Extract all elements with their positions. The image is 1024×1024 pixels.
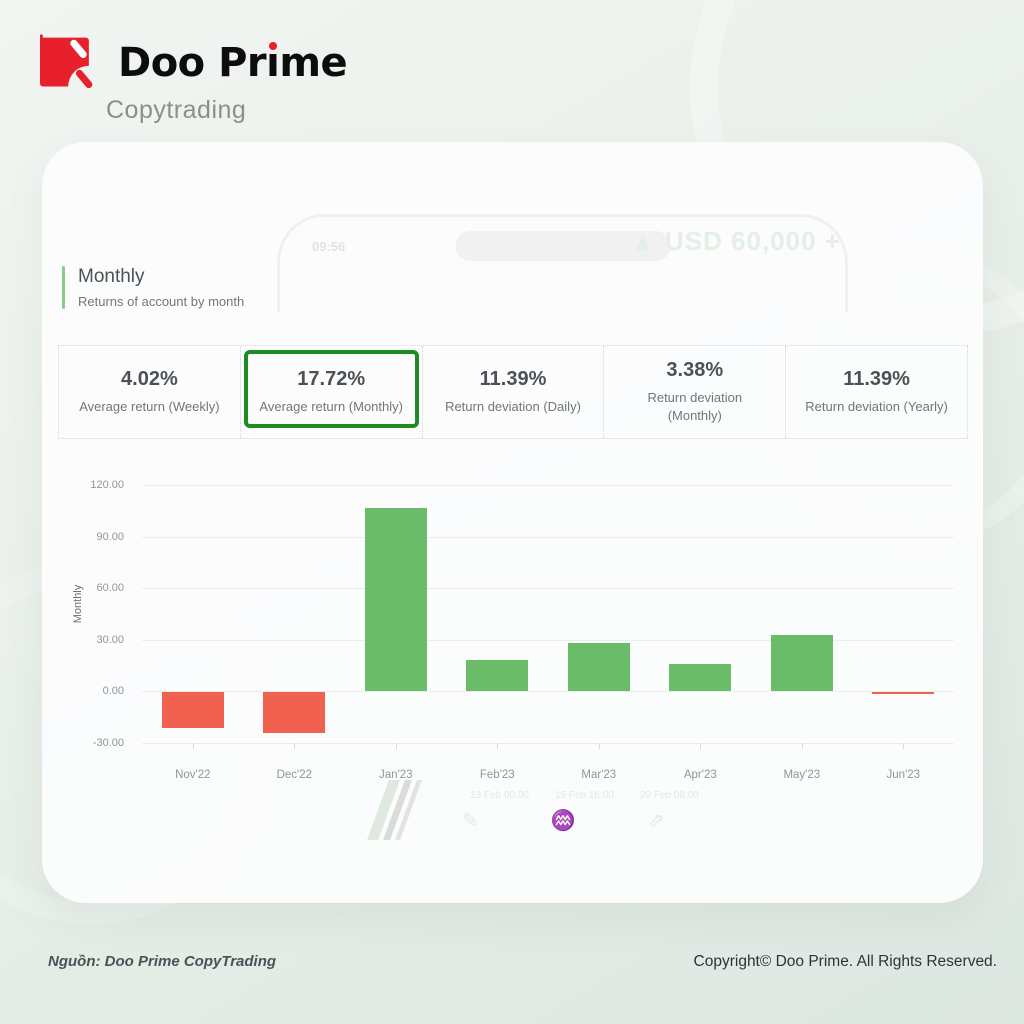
- x-axis-tick: [497, 742, 499, 749]
- monthly-returns-bar-chart: Monthly 120.00 90.00 60.00 30.00 0.00 -30.00 …: [62, 468, 967, 798]
- stat-label: Average return (Weekly): [79, 399, 220, 415]
- y-axis-tick-label: 30.00: [96, 633, 124, 646]
- x-axis-tick: [395, 742, 397, 749]
- watermark-time: 09:56: [312, 239, 346, 254]
- y-axis-labels: 120.00 90.00 60.00 30.00 0.00 -30.00: [76, 468, 134, 753]
- gridline: [142, 536, 954, 538]
- stat-label: Return deviation (Daily): [445, 399, 581, 415]
- brand-subtitle: Copytrading: [106, 96, 247, 124]
- section-header: Monthly Returns of account by month: [62, 266, 244, 309]
- doo-prime-logo-icon: [40, 34, 93, 89]
- bar-Dec'22: [263, 692, 326, 734]
- stat-label: Return deviation (Monthly): [647, 390, 743, 423]
- stat-label: Return deviation (Yearly): [805, 399, 948, 415]
- section-title: Monthly: [78, 266, 145, 287]
- watermark-balance-text: ▲ USD 60,000 +: [630, 226, 842, 256]
- stat-value: 11.39%: [479, 368, 547, 391]
- y-axis-tick-label: -30.00: [92, 736, 124, 749]
- x-axis-tick-label: Mar'23: [581, 769, 617, 781]
- x-axis-tick: [294, 742, 296, 749]
- stat-average-return-weekly: 4.02% Average return (Weekly): [59, 346, 241, 438]
- stat-average-return-monthly: 17.72% Average return (Monthly): [241, 346, 423, 438]
- bar-Jun'23: [872, 692, 935, 695]
- main-card: 09:56 ▲ USD 60,000 + Monthly Returns of …: [42, 142, 983, 903]
- x-axis-tick-label: Jun'23: [886, 769, 921, 781]
- x-axis-tick-label: Apr'23: [683, 769, 717, 781]
- x-axis-tick: [903, 742, 905, 749]
- footer-copyright-text: Copyright© Doo Prime. All Rights Reserve…: [693, 953, 997, 970]
- x-axis-tick: [700, 742, 702, 749]
- phone-notch-pill: [455, 231, 670, 261]
- stat-value: 17.72%: [297, 368, 366, 391]
- gridline: [142, 639, 954, 641]
- watermark-icons: ✎ ♒ ⇗: [462, 808, 664, 833]
- y-axis-tick-label: 60.00: [96, 582, 124, 595]
- bar-Feb'23: [466, 660, 529, 692]
- section-accent-bar: [62, 266, 65, 309]
- gridline: [142, 691, 954, 693]
- waves-icon: ♒: [550, 810, 576, 832]
- stat-value: 4.02%: [121, 368, 178, 391]
- brand-i-red-dot: [268, 42, 277, 50]
- stats-row: 4.02% Average return (Weekly) 17.72% Ave…: [58, 345, 968, 439]
- brand-title: Doo Prı me: [118, 40, 348, 86]
- gridline: [142, 742, 954, 744]
- x-axis-tick-label: Jan'23: [379, 769, 413, 781]
- y-axis-tick-label: 0.00: [102, 685, 124, 698]
- phone-watermark: 09:56: [277, 214, 848, 312]
- stat-value: 11.39%: [843, 368, 910, 391]
- bar-Apr'23: [669, 663, 732, 692]
- x-axis-tick-label: Dec'22: [276, 769, 313, 781]
- bar-Nov'22: [161, 692, 224, 729]
- section-subtitle: Returns of account by month: [78, 294, 245, 309]
- x-axis-tick: [801, 742, 803, 749]
- bar-Mar'23: [567, 643, 630, 692]
- stat-return-deviation-daily: 11.39% Return deviation (Daily): [423, 346, 605, 438]
- x-axis-tick-label: Feb'23: [479, 769, 515, 781]
- trend-up-icon: ⇗: [647, 810, 665, 832]
- stat-label: Average return (Monthly): [259, 399, 403, 415]
- y-axis-tick-label: 120.00: [90, 479, 124, 492]
- gridline: [142, 485, 954, 487]
- chart-plot: [142, 468, 954, 753]
- x-axis-tick-label: May'23: [783, 769, 821, 781]
- x-axis-tick: [598, 742, 600, 749]
- stat-return-deviation-yearly: 11.39% Return deviation (Yearly): [786, 346, 968, 438]
- pencil-icon: ✎: [462, 810, 479, 832]
- stat-value: 3.38%: [666, 359, 724, 382]
- logo: Doo Prı me Copytrading: [40, 32, 348, 125]
- bar-May'23: [770, 634, 833, 692]
- footer-source-text: Nguồn: Doo Prime CopyTrading: [48, 953, 277, 970]
- bar-Jan'23: [364, 507, 427, 692]
- stat-return-deviation-monthly: 3.38% Return deviation (Monthly): [604, 346, 787, 438]
- x-axis-tick-label: Nov'22: [175, 769, 211, 781]
- y-axis-tick-label: 90.00: [96, 530, 124, 543]
- x-axis-labels: Nov'22 Dec'22 Jan'23 Feb'23 Mar'23 Apr'23 May'…: [142, 761, 954, 785]
- x-axis-tick: [192, 742, 194, 749]
- gridline: [142, 588, 954, 590]
